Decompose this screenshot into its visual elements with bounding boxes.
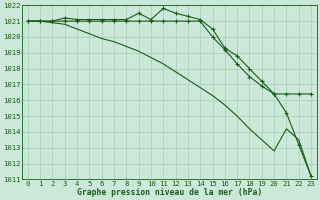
X-axis label: Graphe pression niveau de la mer (hPa): Graphe pression niveau de la mer (hPa) <box>77 188 262 197</box>
